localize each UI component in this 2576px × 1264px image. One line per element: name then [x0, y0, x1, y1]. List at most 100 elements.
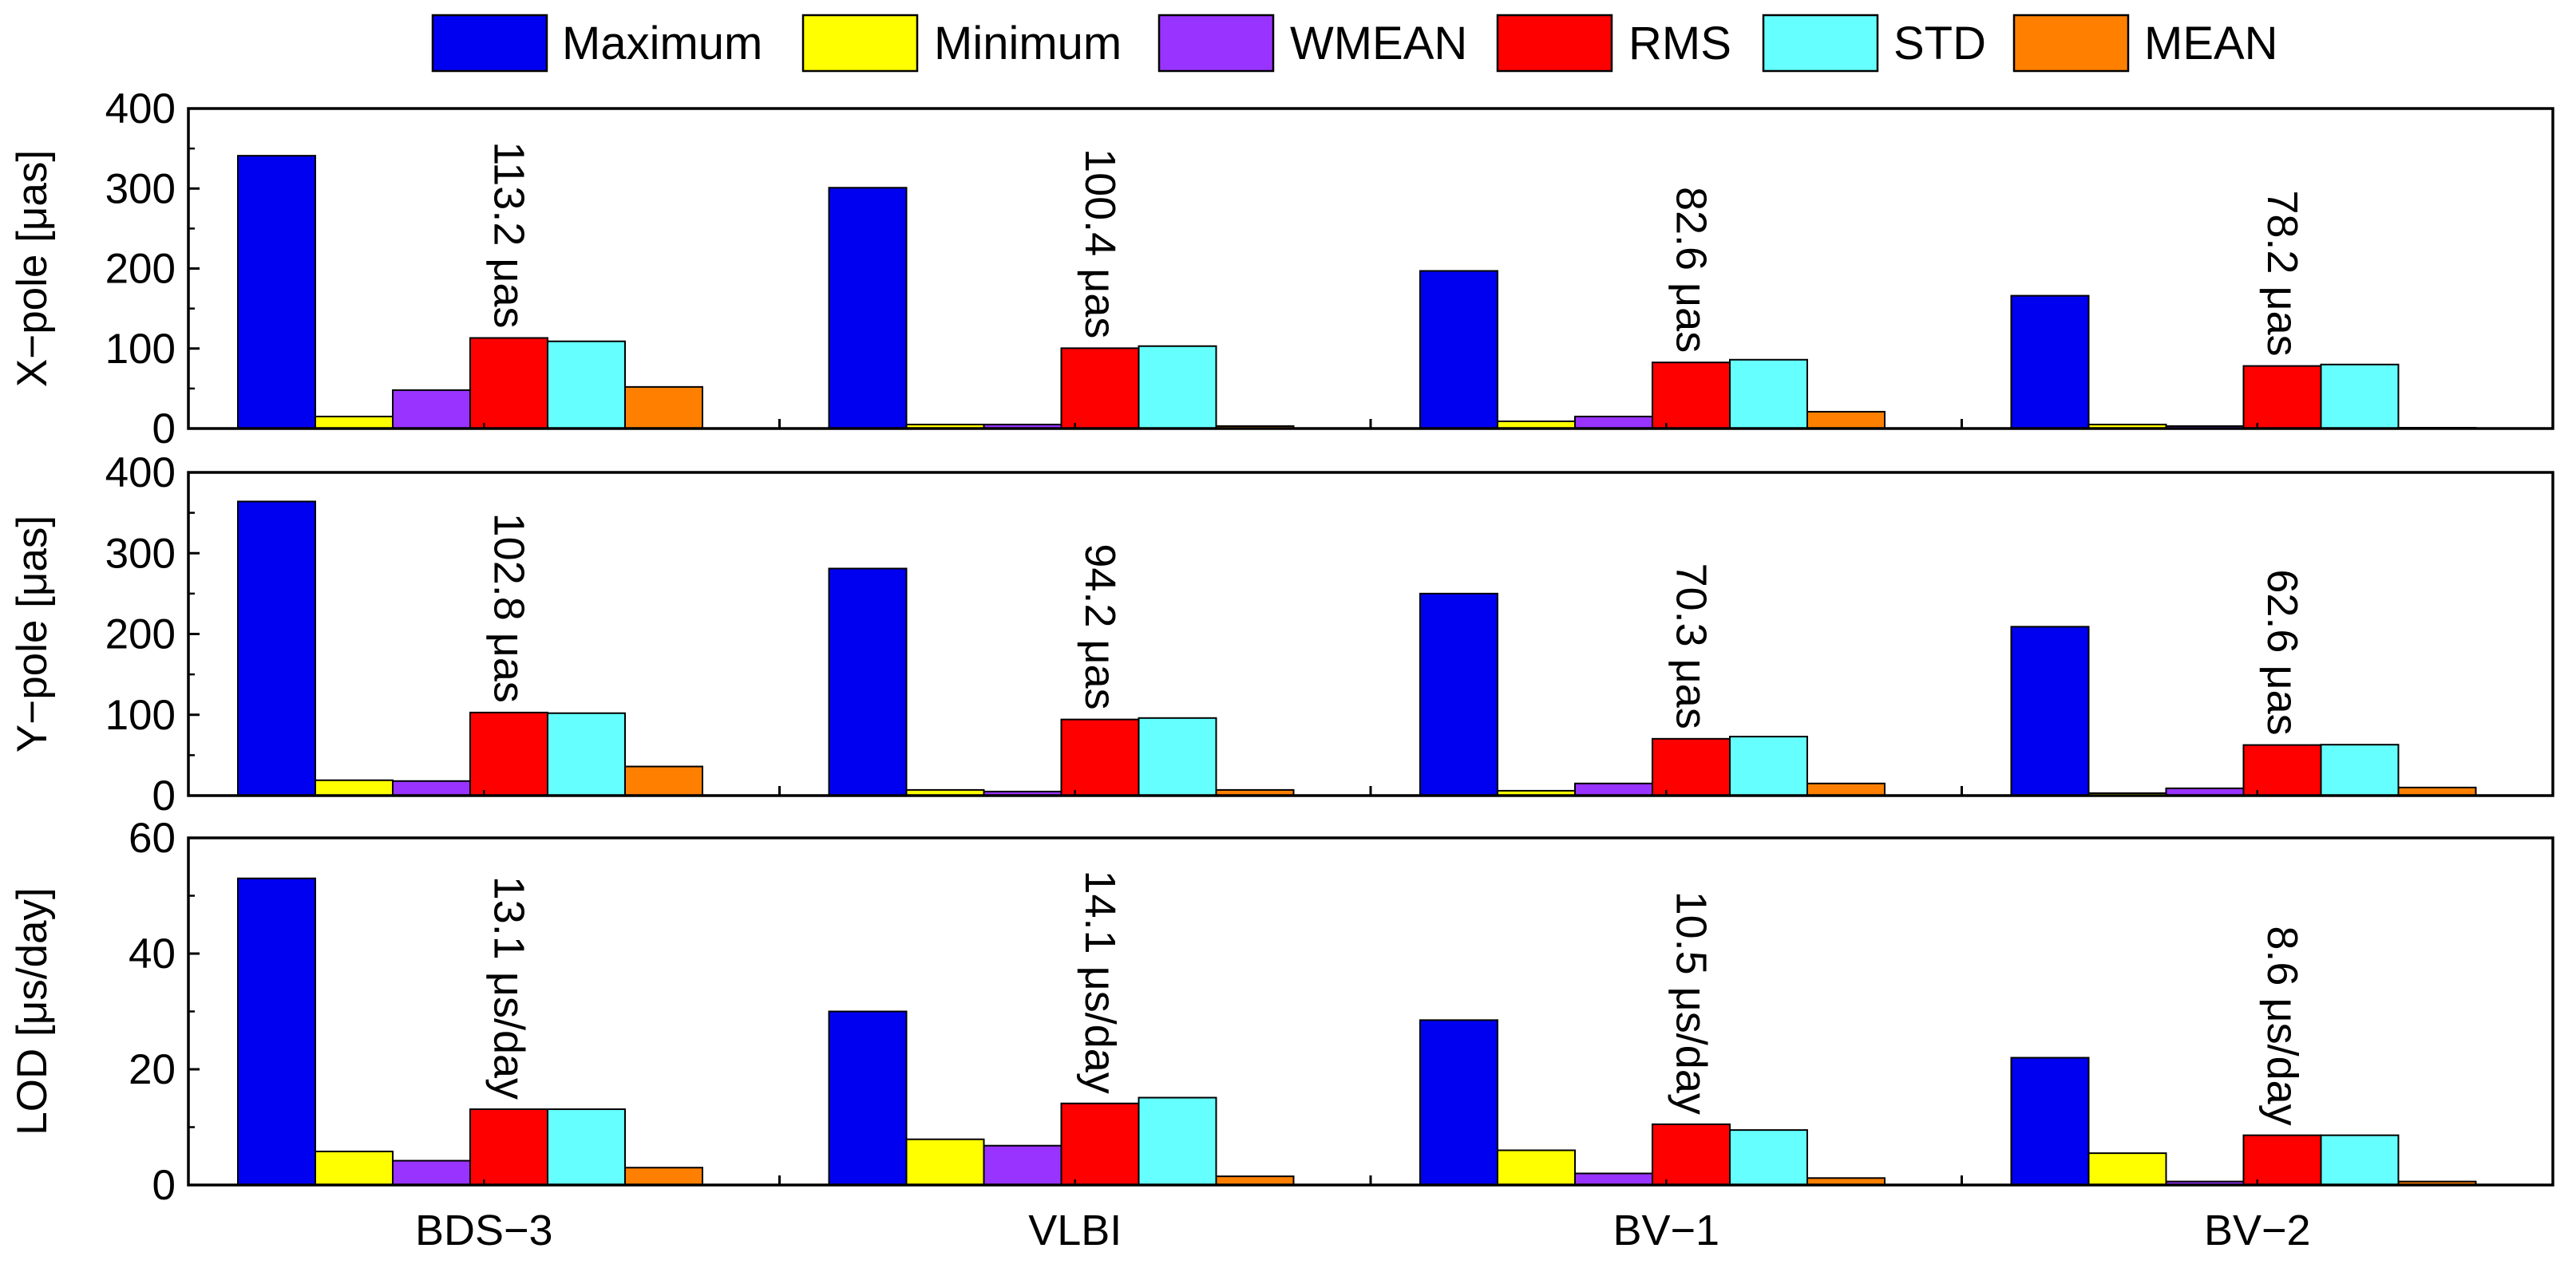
panel-ypole: 102.8 μas 94.2 μas 70.3 μas 62.6 μas 0 100 200… — [9, 449, 2554, 820]
bar-ypole-max-0 — [237, 500, 316, 796]
bar-xpole-max-0 — [237, 155, 316, 430]
legend-label-wmean: WMEAN — [1290, 18, 1467, 69]
bar-lod-wmean-2 — [1574, 1172, 1653, 1186]
annotation-xpole-1: 100.4 μas — [1076, 148, 1124, 338]
bar-xpole-min-0 — [315, 415, 394, 430]
category-label-3: BV−2 — [2204, 1207, 2311, 1254]
ytick-label-ypole-300: 300 — [105, 530, 176, 577]
legend-swatch-std — [1762, 14, 1879, 73]
legend-swatch-min — [801, 14, 919, 73]
annotation-ypole-2: 70.3 μas — [1668, 563, 1715, 729]
ytick-label-xpole-300: 300 — [105, 165, 176, 212]
legend-swatch-max — [431, 14, 548, 73]
panel-xpole: 113.2 μas 100.4 μas 82.6 μas 78.2 μas 0 100 20… — [9, 85, 2554, 452]
annotation-ypole-0: 102.8 μas — [485, 513, 533, 703]
bar-lod-std-3 — [2320, 1134, 2400, 1187]
bar-xpole-std-2 — [1729, 358, 1808, 429]
x-category-labels: BDS−3 VLBI BV−1 BV−2 — [415, 1207, 2311, 1254]
bar-lod-min-3 — [2087, 1152, 2167, 1186]
ytick-label-ypole-100: 100 — [105, 692, 176, 739]
ytick-label-ypole-0: 0 — [152, 772, 176, 820]
ytick-label-lod-60: 60 — [129, 815, 176, 862]
legend-label-max: Maximum — [562, 18, 762, 69]
bar-xpole-rms-1 — [1060, 347, 1140, 429]
bar-ypole-std-3 — [2320, 744, 2400, 797]
ytick-label-xpole-400: 400 — [105, 85, 176, 132]
bar-lod-rms-1 — [1060, 1102, 1140, 1187]
bar-lod-max-1 — [828, 1010, 908, 1186]
legend-label-rms: RMS — [1628, 18, 1731, 69]
ylabel-xpole: X−pole [μas] — [9, 150, 56, 387]
bar-xpole-rms-2 — [1652, 361, 1731, 430]
annotation-xpole-0: 113.2 μas — [485, 141, 533, 328]
bar-ypole-rms-1 — [1060, 718, 1140, 796]
ytick-label-lod-0: 0 — [152, 1162, 176, 1209]
annotation-xpole-2: 82.6 μas — [1668, 187, 1715, 353]
bar-ypole-wmean-2 — [1574, 782, 1653, 796]
bar-xpole-wmean-2 — [1574, 415, 1653, 430]
bar-xpole-std-3 — [2320, 363, 2400, 429]
bar-lod-wmean-0 — [392, 1159, 471, 1187]
bar-lod-std-0 — [547, 1108, 626, 1187]
bar-xpole-max-2 — [1419, 270, 1498, 429]
bar-lod-std-1 — [1138, 1096, 1217, 1187]
ytick-label-lod-40: 40 — [129, 930, 176, 978]
bar-lod-mean-0 — [624, 1167, 703, 1186]
annotation-xpole-3: 78.2 μas — [2258, 190, 2306, 356]
bar-lod-max-3 — [2010, 1057, 2090, 1186]
bar-ypole-std-1 — [1138, 717, 1217, 796]
ytick-label-ypole-200: 200 — [105, 611, 176, 658]
annotation-lod-3: 8.6 μs/day — [2258, 926, 2306, 1125]
annotation-lod-0: 13.1 μs/day — [485, 876, 533, 1100]
legend-swatch-mean — [2012, 14, 2130, 73]
ytick-label-ypole-400: 400 — [105, 449, 176, 496]
bar-lod-std-2 — [1729, 1129, 1808, 1186]
bar-lod-rms-2 — [1652, 1123, 1731, 1186]
legend-label-std: STD — [1893, 18, 1986, 69]
bar-xpole-wmean-0 — [392, 389, 471, 430]
ytick-label-xpole-100: 100 — [105, 326, 176, 373]
bar-ypole-mean-2 — [1806, 782, 1886, 796]
bar-lod-max-2 — [1419, 1019, 1498, 1186]
annotation-ypole-3: 62.6 μas — [2258, 569, 2306, 735]
bar-lod-max-0 — [237, 877, 316, 1186]
bar-lod-wmean-1 — [983, 1144, 1062, 1186]
bar-lod-min-1 — [905, 1138, 985, 1186]
annotation-lod-1: 14.1 μs/day — [1076, 870, 1124, 1093]
annotation-lod-2: 10.5 μs/day — [1668, 891, 1715, 1115]
bar-ypole-max-2 — [1419, 592, 1498, 796]
bar-lod-rms-3 — [2242, 1134, 2322, 1187]
bar-xpole-max-1 — [828, 187, 908, 429]
ylabel-lod: LOD [μs/day] — [9, 887, 56, 1135]
bar-xpole-max-3 — [2010, 294, 2090, 429]
bar-xpole-std-0 — [547, 340, 626, 430]
bar-xpole-std-1 — [1138, 345, 1217, 429]
legend-swatch-rms — [1496, 14, 1613, 73]
ytick-label-xpole-0: 0 — [152, 405, 176, 452]
bar-ypole-max-3 — [2010, 626, 2090, 797]
bar-ypole-rms-3 — [2242, 744, 2322, 796]
bar-ypole-wmean-0 — [392, 780, 471, 797]
legend-label-mean: MEAN — [2144, 18, 2278, 69]
annotation-ypole-1: 94.2 μas — [1076, 543, 1124, 709]
bar-lod-rms-0 — [469, 1108, 548, 1187]
bar-xpole-rms-3 — [2242, 365, 2322, 429]
bar-ypole-min-0 — [315, 779, 394, 797]
ytick-label-xpole-200: 200 — [105, 246, 176, 293]
bar-ypole-std-0 — [547, 712, 626, 796]
bar-ypole-rms-2 — [1652, 737, 1731, 796]
bar-ypole-mean-0 — [624, 765, 703, 796]
bar-ypole-std-2 — [1729, 736, 1808, 797]
category-label-2: BV−1 — [1612, 1207, 1719, 1254]
legend-label-min: Minimum — [934, 18, 1122, 69]
category-label-0: BDS−3 — [415, 1207, 553, 1254]
legend: Maximum Minimum WMEAN RMS STD MEAN — [431, 14, 2278, 73]
ytick-label-lod-20: 20 — [129, 1046, 176, 1093]
legend-swatch-wmean — [1157, 14, 1275, 73]
category-label-1: VLBI — [1028, 1207, 1122, 1254]
panel-lod: 13.1 μs/day 14.1 μs/day 10.5 μs/day 8.6 μs/… — [9, 815, 2554, 1209]
bar-lod-min-0 — [315, 1150, 394, 1186]
bar-xpole-rms-0 — [469, 337, 548, 429]
bar-ypole-max-1 — [828, 567, 908, 796]
